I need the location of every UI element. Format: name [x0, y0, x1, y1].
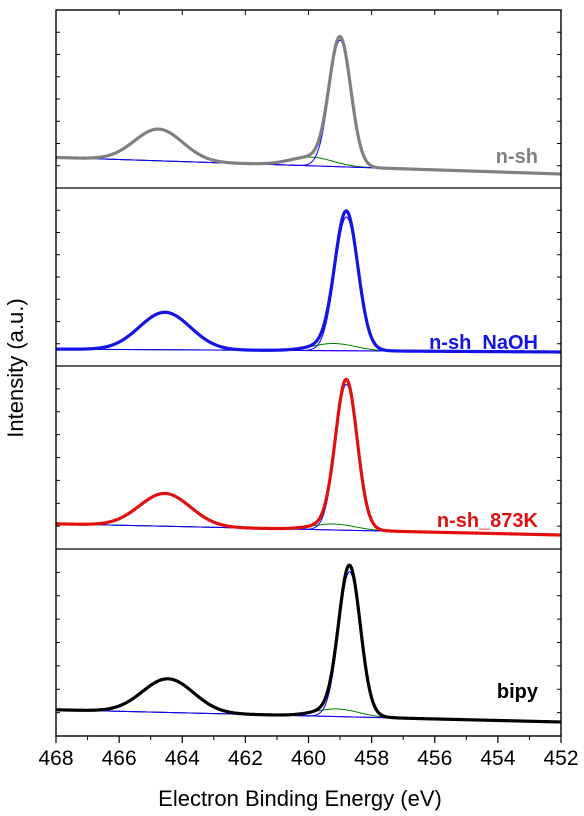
panel-3 — [55, 563, 562, 724]
plot-frame — [55, 9, 562, 737]
panel-label-2: n-sh_873K — [437, 510, 539, 532]
x-tick-label: 456 — [417, 747, 452, 770]
panel-2 — [55, 377, 562, 537]
panels-layer — [55, 34, 562, 724]
panel-1 — [55, 209, 562, 354]
x-tick-label: 468 — [38, 747, 73, 770]
panel-label-0: n-sh — [496, 146, 538, 168]
x-tick-label: 462 — [228, 747, 263, 770]
spectrum-curve-1 — [55, 209, 562, 354]
panel-label-3: bipy — [497, 681, 539, 703]
x-tick-label: 452 — [543, 747, 578, 770]
x-tick-label: 466 — [102, 747, 137, 770]
x-axis-title: Electron Binding Energy (eV) — [158, 786, 442, 811]
panel-0 — [55, 34, 562, 176]
peak-1-2-component-0 — [55, 128, 562, 175]
x-tick-label: 454 — [480, 747, 515, 770]
spectrum-curve-3 — [55, 563, 562, 724]
axes-layer: 468 466 464 462 460 458 456 454 452 — [38, 9, 579, 770]
x-tick-label: 460 — [291, 747, 326, 770]
spectrum-curve-0 — [55, 34, 562, 176]
y-axis-title: Intensity (a.u.) — [3, 298, 28, 437]
spectrum-curve-2 — [55, 377, 562, 537]
x-tick-label: 458 — [354, 747, 389, 770]
x-tick-label: 464 — [165, 747, 200, 770]
panel-label-1: n-sh_NaOH — [429, 332, 538, 354]
